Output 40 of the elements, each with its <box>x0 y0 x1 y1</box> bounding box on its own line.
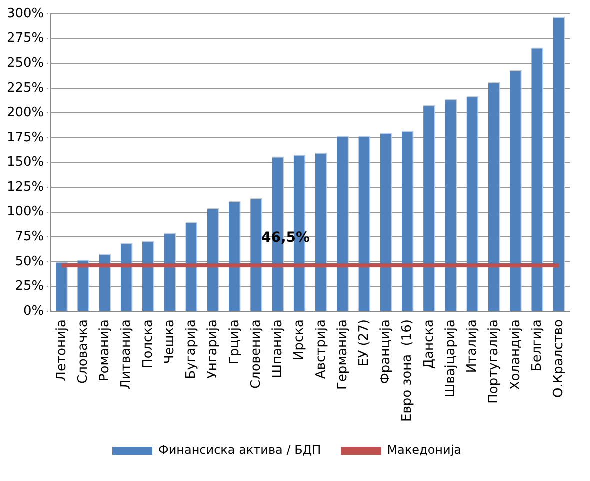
x-tick-label: Чешка <box>162 320 178 364</box>
x-tick-label: Полска <box>140 320 156 369</box>
x-tick-label: Австрија <box>314 320 329 380</box>
x-tick-label: Евро зона (16) <box>400 320 416 422</box>
annotation: 46,5% <box>261 230 310 246</box>
legend-label: Македонија <box>387 443 462 458</box>
y-tick-label: 50% <box>15 254 44 270</box>
x-tick-label: ЕУ (27) <box>357 320 372 366</box>
x-tick-label: Ирска <box>292 320 308 360</box>
x-tick-label: Бугарија <box>184 320 200 380</box>
y-tick-label: 200% <box>6 106 44 121</box>
x-tick-label: Франција <box>378 320 394 384</box>
x-tick-label: Германија <box>335 320 350 390</box>
x-tick-label: Романија <box>98 320 113 382</box>
x-tick-label: Швајцарија <box>443 320 458 398</box>
x-tick-label: Литванија <box>119 320 134 390</box>
x-tick-label: Словачка <box>76 320 91 384</box>
x-tick-label: Португалија <box>486 320 502 404</box>
y-tick-label: 125% <box>6 180 44 195</box>
y-tick-label: 275% <box>6 31 44 46</box>
y-tick-label: 300% <box>6 6 44 22</box>
x-tick-label: Италија <box>465 320 480 374</box>
x-tick-label: Летонија <box>54 320 70 382</box>
x-tick-label: Данска <box>422 320 437 370</box>
y-tick-label: 0% <box>24 304 44 319</box>
y-tick-label: 175% <box>6 130 44 146</box>
x-tick-label: Грција <box>227 320 242 365</box>
x-tick-label: Унгарија <box>206 320 221 380</box>
y-tick-label: 250% <box>6 56 44 71</box>
x-tick-label: Белгија <box>530 320 545 372</box>
y-tick-label: 225% <box>6 80 44 96</box>
x-tick-label: Словенија <box>248 320 264 390</box>
legend-label: Финансиска актива / БДП <box>158 443 322 458</box>
x-tick-label: Холандија <box>508 320 524 390</box>
y-tick-label: 100% <box>6 204 44 220</box>
x-tick-label: Шпанија <box>270 320 286 378</box>
x-tick-label: О.Кралство <box>552 319 567 398</box>
y-tick-label: 150% <box>6 155 44 170</box>
y-tick-label: 25% <box>15 279 44 294</box>
y-tick-label: 75% <box>15 230 44 245</box>
